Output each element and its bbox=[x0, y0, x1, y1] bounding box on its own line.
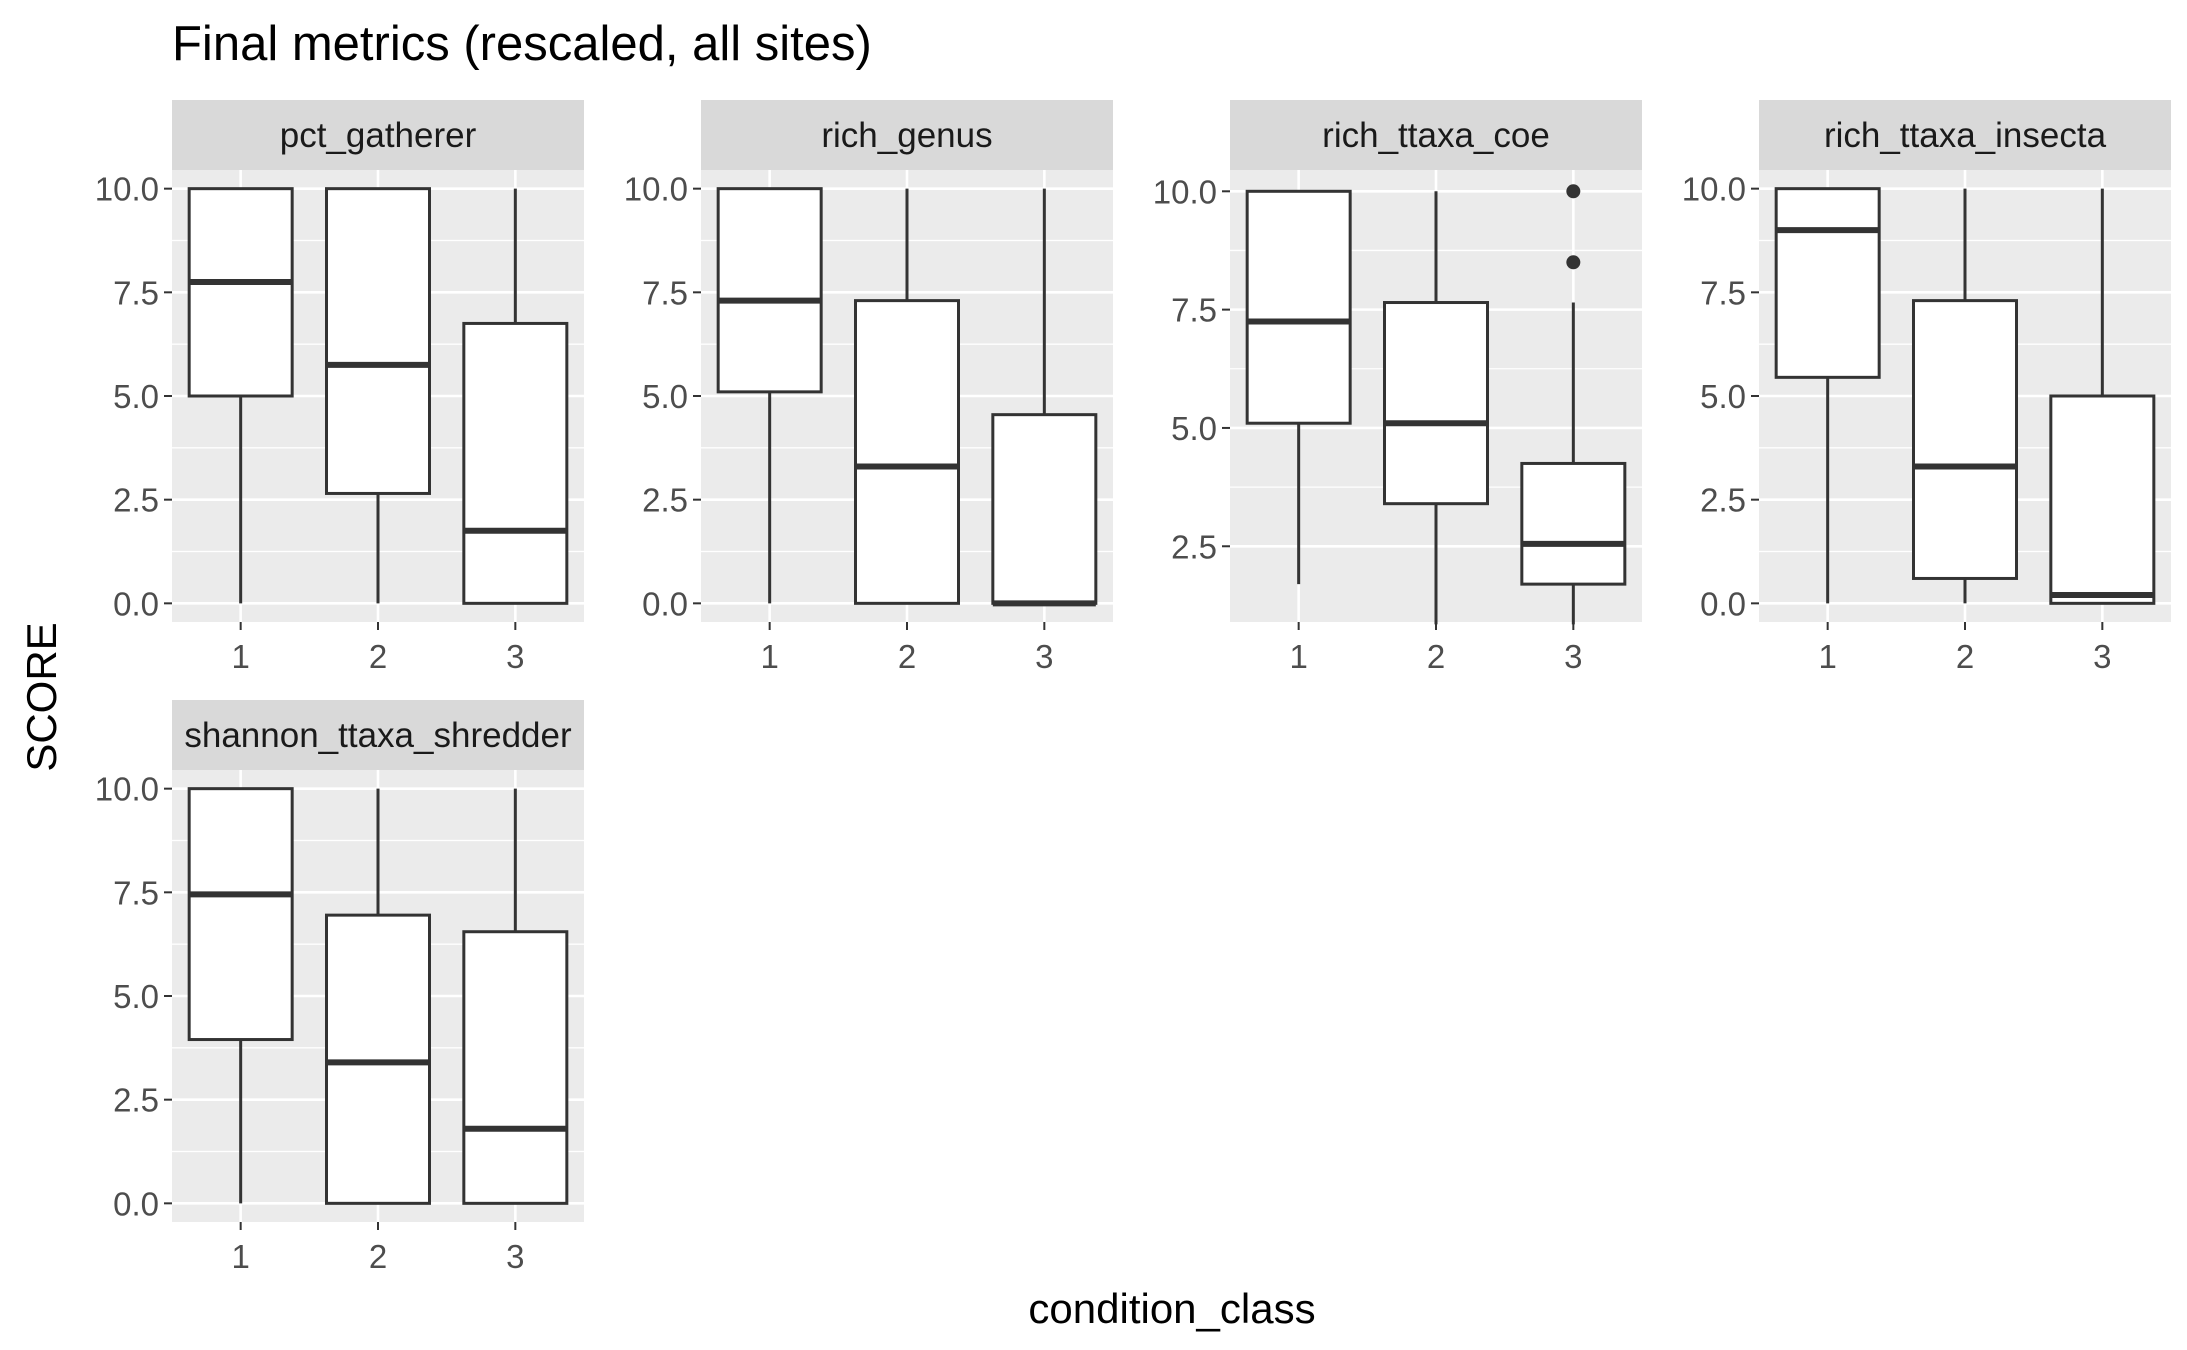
box-iqr bbox=[462, 930, 569, 1205]
facet-shannon-ttaxa-shredder: shannon_ttaxa_shredder 0.0 2.5 5.0 7.5 10.0 1 2… bbox=[95, 700, 584, 1275]
y-tick-label: 7.5 bbox=[113, 874, 159, 911]
y-tick-label: 10.0 bbox=[1682, 171, 1746, 208]
box-iqr bbox=[1912, 299, 2018, 580]
x-tick-label: 1 bbox=[1818, 638, 1836, 675]
box-category-3 bbox=[462, 188, 569, 605]
box-iqr bbox=[1383, 301, 1489, 506]
x-tick-label: 2 bbox=[898, 638, 916, 675]
x-tick-label: 3 bbox=[506, 1238, 524, 1275]
box-category-2 bbox=[854, 188, 960, 605]
y-tick-label: 10.0 bbox=[1153, 173, 1217, 210]
y-tick-label: 2.5 bbox=[1700, 482, 1746, 519]
x-tick-label: 3 bbox=[2093, 638, 2111, 675]
x-tick-label: 2 bbox=[369, 1238, 387, 1275]
box-category-2 bbox=[1912, 188, 2018, 604]
box-iqr bbox=[2049, 394, 2156, 605]
box-iqr bbox=[1520, 461, 1627, 586]
x-tick-label: 3 bbox=[506, 638, 524, 675]
outlier-point bbox=[1566, 255, 1581, 270]
x-tick-label: 2 bbox=[1427, 638, 1445, 675]
x-tick-label: 1 bbox=[231, 638, 249, 675]
box-category-1 bbox=[187, 187, 294, 604]
y-tick-label: 5.0 bbox=[113, 378, 159, 415]
y-tick-label: 0.0 bbox=[1700, 585, 1746, 622]
outlier-point bbox=[1566, 184, 1581, 199]
box-iqr bbox=[1774, 187, 1881, 379]
box-iqr bbox=[462, 321, 569, 605]
facet-strip bbox=[1759, 100, 2171, 170]
box-category-1 bbox=[1774, 187, 1881, 604]
box-iqr bbox=[187, 787, 294, 1042]
box-category-2 bbox=[1383, 191, 1489, 625]
box-category-1 bbox=[1245, 189, 1352, 585]
box-category-2 bbox=[325, 187, 431, 604]
y-tick-label: 2.5 bbox=[113, 1082, 159, 1119]
box-iqr bbox=[325, 913, 431, 1205]
x-axis-title: condition_class bbox=[1028, 1285, 1315, 1332]
box-iqr bbox=[187, 187, 294, 398]
box-iqr bbox=[1245, 189, 1352, 425]
y-tick-label: 10.0 bbox=[624, 171, 688, 208]
y-tick-label: 7.5 bbox=[1171, 292, 1217, 329]
y-tick-label: 7.5 bbox=[113, 274, 159, 311]
box-iqr bbox=[854, 299, 960, 605]
box-category-3 bbox=[462, 788, 569, 1205]
y-tick-label: 2.5 bbox=[642, 482, 688, 519]
box-category-3 bbox=[2049, 188, 2156, 605]
y-tick-label: 2.5 bbox=[1171, 528, 1217, 565]
y-tick-label: 0.0 bbox=[642, 585, 688, 622]
box-category-2 bbox=[325, 788, 431, 1205]
x-tick-label: 1 bbox=[760, 638, 778, 675]
facet-rich-genus: rich_genus 0.0 2.5 5.0 7.5 10.0 1 2 3 bbox=[624, 100, 1113, 675]
x-tick-label: 2 bbox=[1956, 638, 1974, 675]
x-tick-label: 2 bbox=[369, 638, 387, 675]
box-category-3 bbox=[991, 188, 1098, 607]
y-tick-label: 10.0 bbox=[95, 771, 159, 808]
x-tick-label: 3 bbox=[1564, 638, 1582, 675]
facet-strip-label: rich_genus bbox=[821, 116, 992, 155]
facet-rich-ttaxa-insecta: rich_ttaxa_insecta 0.0 2.5 5.0 7.5 10.0 1 2 3 bbox=[1682, 100, 2171, 675]
y-tick-label: 0.0 bbox=[113, 1185, 159, 1222]
box-category-1 bbox=[187, 787, 294, 1204]
y-tick-label: 0.0 bbox=[113, 585, 159, 622]
facet-strip-label: rich_ttaxa_coe bbox=[1322, 116, 1550, 155]
facet-strip-label: pct_gatherer bbox=[280, 116, 477, 155]
x-tick-label: 3 bbox=[1035, 638, 1053, 675]
y-tick-label: 5.0 bbox=[642, 378, 688, 415]
y-tick-label: 5.0 bbox=[1171, 410, 1217, 447]
x-tick-label: 1 bbox=[1289, 638, 1307, 675]
y-tick-label: 7.5 bbox=[642, 274, 688, 311]
y-tick-label: 10.0 bbox=[95, 171, 159, 208]
y-axis-title: SCORE bbox=[18, 622, 65, 771]
facet-strip-label: shannon_ttaxa_shredder bbox=[184, 716, 572, 755]
facet-strip bbox=[172, 100, 584, 170]
chart-title: Final metrics (rescaled, all sites) bbox=[172, 17, 872, 71]
box-iqr bbox=[991, 413, 1098, 605]
facet-strip bbox=[172, 700, 584, 770]
y-tick-label: 5.0 bbox=[1700, 378, 1746, 415]
y-tick-label: 5.0 bbox=[113, 978, 159, 1015]
box-category-3 bbox=[1520, 184, 1627, 625]
facet-pct-gatherer: pct_gatherer 0.0 2.5 5.0 7.5 10.0 1 2 3 bbox=[95, 100, 584, 675]
x-tick-label: 1 bbox=[231, 1238, 249, 1275]
y-tick-label: 2.5 bbox=[113, 482, 159, 519]
facet-rich-ttaxa-coe: rich_ttaxa_coe 2.5 5.0 7.5 10.0 1 2 3 bbox=[1153, 100, 1642, 675]
box-iqr bbox=[716, 187, 823, 394]
y-tick-label: 7.5 bbox=[1700, 274, 1746, 311]
facet-strip-label: rich_ttaxa_insecta bbox=[1824, 116, 2107, 155]
box-category-1 bbox=[716, 187, 823, 604]
facet-strip bbox=[1230, 100, 1642, 170]
facet-strip bbox=[701, 100, 1113, 170]
box-iqr bbox=[325, 187, 431, 495]
